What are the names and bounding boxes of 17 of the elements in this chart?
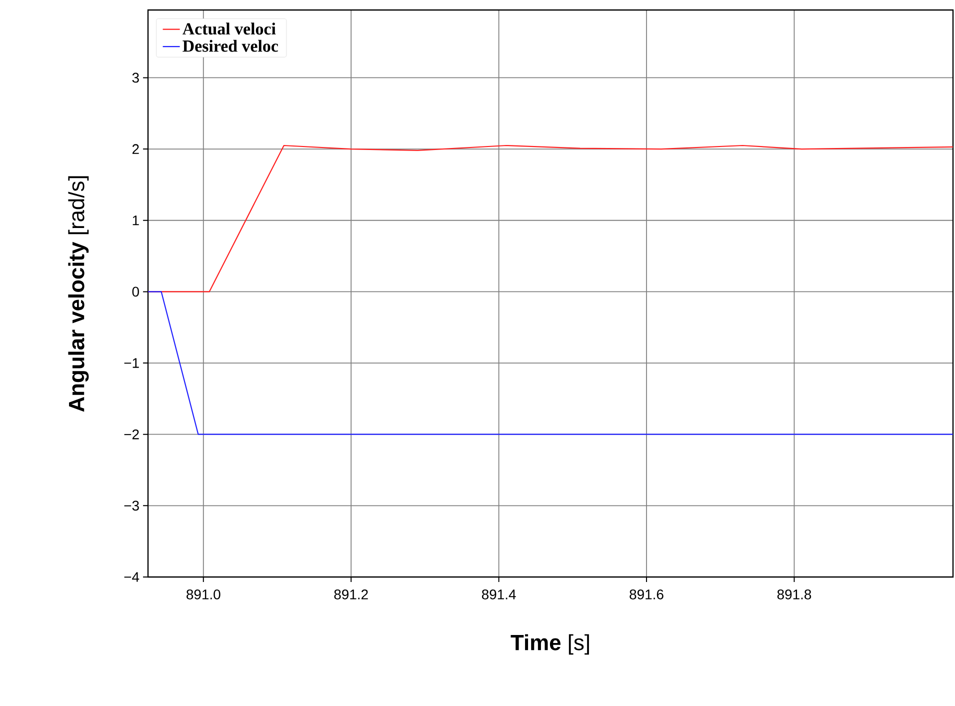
x-tick-label: 891.8 xyxy=(777,589,812,600)
y-tick-label: −1 xyxy=(124,358,139,368)
x-tick-label: 891.6 xyxy=(630,589,664,600)
x-tick-label: 891.4 xyxy=(482,589,516,600)
y-tick-label: 2 xyxy=(132,144,139,154)
legend-label: Desired veloc xyxy=(182,40,278,52)
y-tick-label: 3 xyxy=(132,72,139,83)
y-tick-label: −2 xyxy=(124,429,139,440)
y-tick-label: −3 xyxy=(124,500,139,511)
x-axis-title: Time [s] xyxy=(510,634,589,655)
y-tick-label: 1 xyxy=(132,216,139,226)
y-tick-label: 0 xyxy=(132,286,139,297)
x-tick-label: 891.2 xyxy=(334,589,368,600)
y-tick-label: −4 xyxy=(124,572,140,582)
y-axis-title: Angular velocity [rad/s] xyxy=(68,176,89,412)
legend-label: Actual veloci xyxy=(182,22,276,35)
x-tick-label: 891.0 xyxy=(186,589,220,600)
